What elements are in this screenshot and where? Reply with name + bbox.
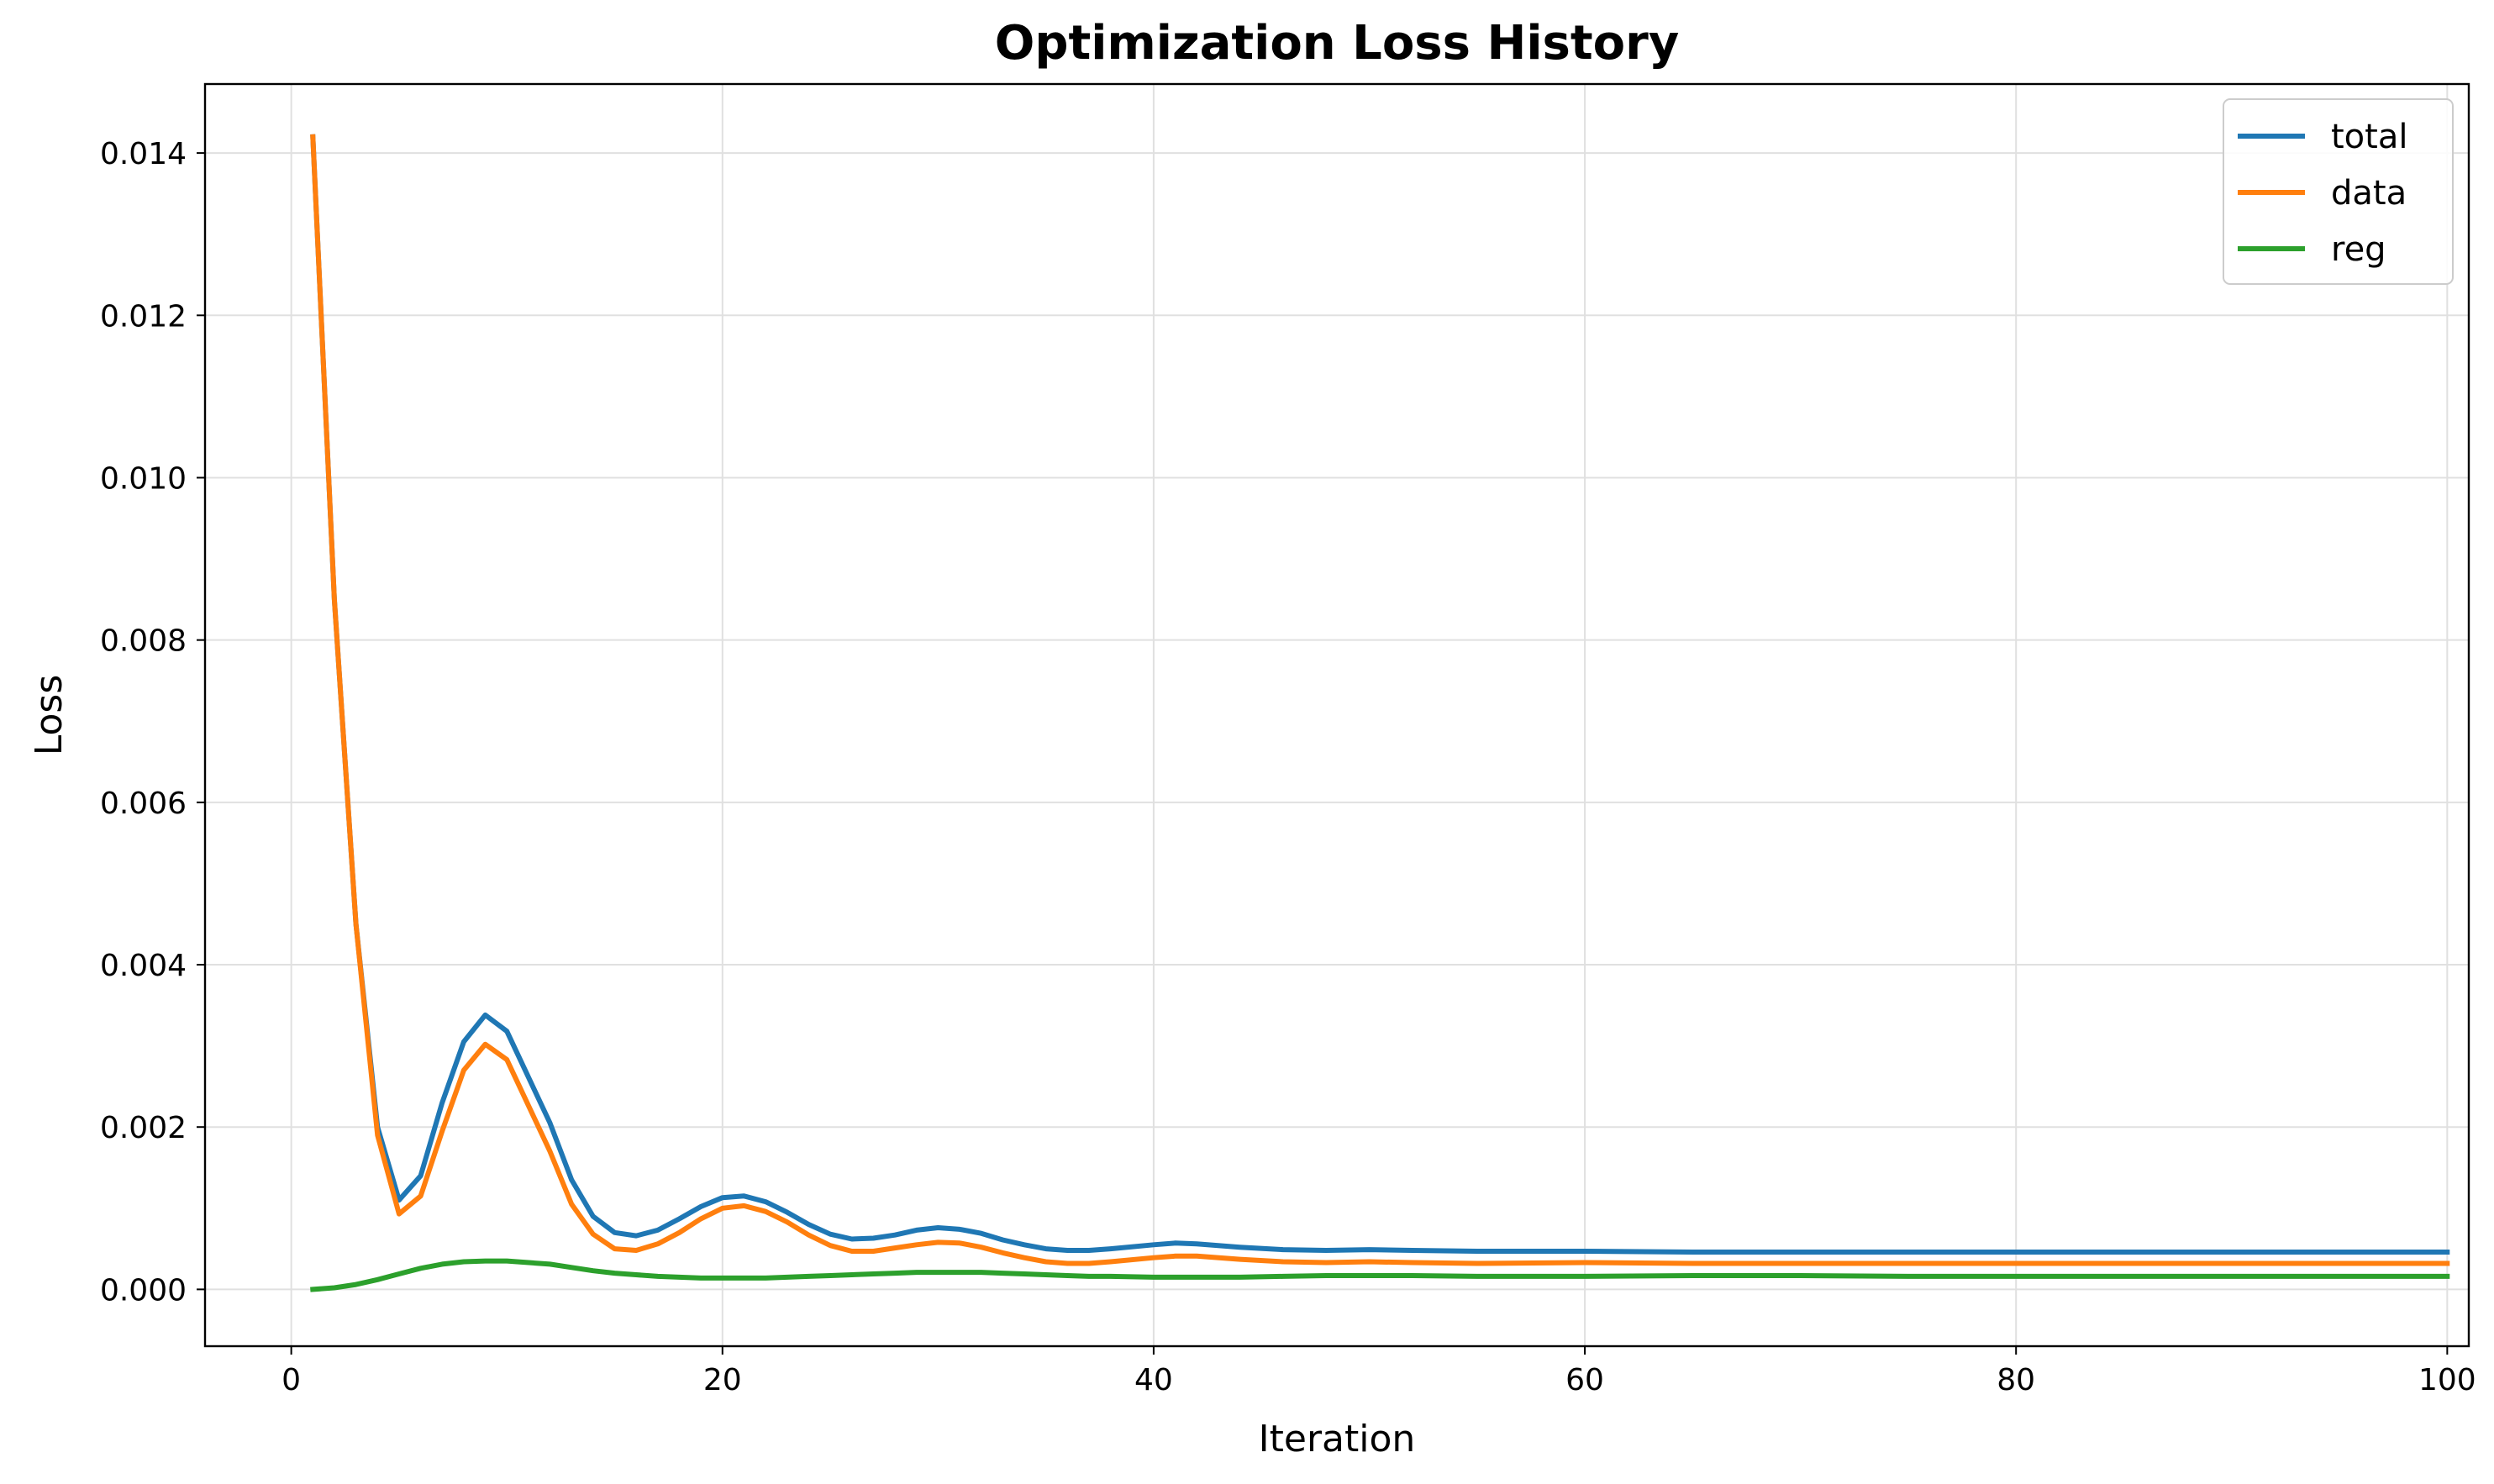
axis-ticks: 0 20 40 60 80 100 0.000 0.002 0.004 0.006 0.008 0.0… bbox=[100, 137, 2476, 1397]
x-tick-label: 40 bbox=[1134, 1363, 1173, 1397]
y-tick-label: 0.008 bbox=[100, 624, 187, 659]
legend-label-data: data bbox=[2331, 174, 2407, 213]
x-axis-label: Iteration bbox=[1259, 1418, 1416, 1460]
x-tick-label: 80 bbox=[1997, 1363, 2035, 1397]
x-tick-label: 20 bbox=[703, 1363, 742, 1397]
y-tick-label: 0.006 bbox=[100, 787, 187, 821]
y-tick-label: 0.004 bbox=[100, 949, 187, 983]
y-tick-label: 0.014 bbox=[100, 137, 187, 171]
plot-frame bbox=[203, 82, 2470, 1348]
y-tick-label: 0.012 bbox=[100, 299, 187, 334]
x-tick-label: 60 bbox=[1565, 1363, 1604, 1397]
y-tick-label: 0.002 bbox=[100, 1111, 187, 1145]
x-tick-label: 100 bbox=[2418, 1363, 2476, 1397]
grid-lines bbox=[205, 84, 2469, 1346]
chart-title: Optimization Loss History bbox=[995, 16, 1679, 71]
legend-label-total: total bbox=[2331, 118, 2407, 156]
y-tick-label: 0.010 bbox=[100, 461, 187, 496]
series-line-total bbox=[310, 134, 2450, 1255]
series-line-data bbox=[310, 134, 2450, 1266]
legend-box bbox=[2223, 98, 2454, 285]
series-layer bbox=[310, 134, 2450, 1292]
legend: total data reg bbox=[2223, 98, 2454, 285]
legend-label-reg: reg bbox=[2331, 230, 2386, 269]
y-tick-label: 0.000 bbox=[100, 1273, 187, 1308]
y-axis-label: Loss bbox=[28, 675, 71, 756]
x-tick-label: 0 bbox=[281, 1363, 301, 1397]
series-line-reg bbox=[310, 1258, 2450, 1292]
